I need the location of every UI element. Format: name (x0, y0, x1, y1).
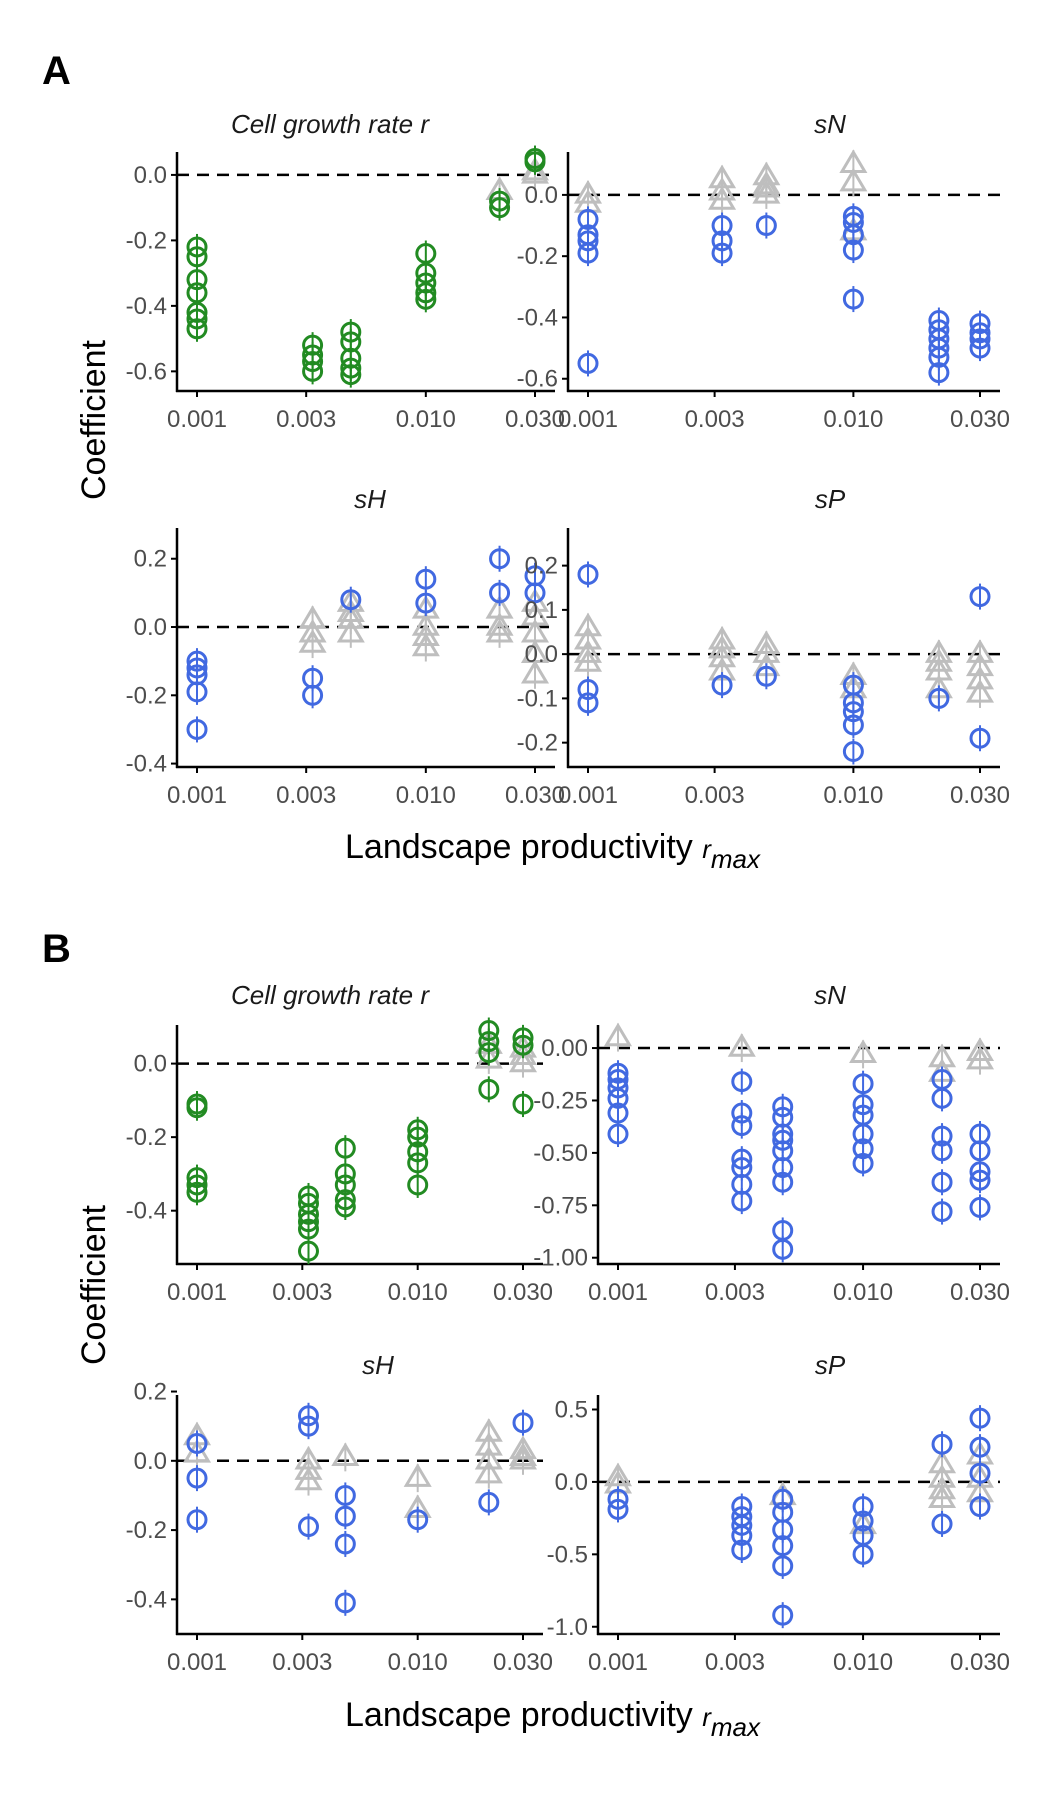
x-tick-label: 0.003 (705, 1279, 765, 1306)
x-tick-label: 0.003 (272, 1649, 332, 1676)
y-tick-label: 0.0 (134, 614, 167, 641)
x-tick-label: 0.001 (167, 406, 227, 433)
facet-title: Cell growth rate r (231, 980, 430, 1010)
y-tick-label: 0.0 (555, 1469, 588, 1496)
x-tick-label: 0.030 (505, 406, 565, 433)
facet-title: sN (814, 980, 846, 1010)
facet-title: sP (815, 484, 846, 514)
y-tick-label: -0.2 (517, 243, 558, 270)
facet-5: Cell growth rate r 0.0 -0.2 -0.4 0.001 0.003 0… (126, 980, 553, 1306)
x-tick-label: 0.010 (388, 1649, 448, 1676)
facet-2: sN 0.0 -0.2 -0.4 -0.60.001 0.003 0.010 0.030 (517, 109, 1010, 433)
x-tick-label: 0.030 (950, 782, 1010, 809)
x-tick-label: 0.010 (396, 782, 456, 809)
x-axis-title-a-main: Landscape productivity (345, 828, 702, 866)
facet-8: sP 0.5 0.0 -0.5 -1.00.001 0.003 0.010 0.030 (547, 1350, 1010, 1676)
facet-6: sN 0.00 -0.25 -0.50 -0.75 -1.000.001 0.003 0.01… (533, 980, 1010, 1306)
y-tick-label: -0.4 (126, 751, 167, 778)
x-tick-label: 0.010 (823, 782, 883, 809)
panel-label-b: B (42, 927, 71, 971)
x-axis-title-b-subscript: max (711, 1712, 761, 1742)
x-tick-label: 0.010 (833, 1649, 893, 1676)
y-tick-label: -0.2 (126, 682, 167, 709)
x-tick-label: 0.030 (493, 1649, 553, 1676)
y-tick-label: 0.2 (525, 553, 558, 580)
x-axis-title-b: Landscape productivity rmax (345, 1696, 761, 1742)
x-axis-title-b-symbol: r (702, 1702, 712, 1732)
y-tick-label: 0.5 (555, 1396, 588, 1423)
x-axis-title-a-symbol: r (702, 834, 712, 864)
y-tick-label: -0.2 (126, 227, 167, 254)
facet-panels: Cell growth rate r0.0-0.2-0.4-0.60.001 0.… (126, 109, 1010, 1676)
y-tick-label: 0.0 (525, 641, 558, 668)
y-tick-label: -0.6 (517, 366, 558, 393)
x-tick-label: 0.030 (950, 1279, 1010, 1306)
x-axis-title-a-subscript: max (711, 844, 761, 874)
y-axis-title-a: Coefficient (75, 339, 113, 500)
y-tick-label: -0.1 (517, 685, 558, 712)
facet-7: sH 0.2 0.0 -0.2 -0.4 0.001 0.003 0.010 0.030 (126, 1350, 553, 1676)
x-axis-title-b-main: Landscape productivity (345, 1696, 702, 1734)
y-tick-label: 0.1 (525, 597, 558, 624)
x-tick-label: 0.001 (167, 782, 227, 809)
y-tick-label: -0.4 (517, 304, 558, 331)
y-tick-label: 0.2 (134, 1379, 167, 1406)
y-tick-label: -0.4 (126, 1586, 167, 1613)
x-tick-label: 0.030 (505, 782, 565, 809)
y-tick-label: 0.2 (134, 546, 167, 573)
x-tick-label: 0.030 (950, 406, 1010, 433)
x-tick-label: 0.001 (558, 406, 618, 433)
facet-title: sH (362, 1350, 394, 1380)
x-tick-label: 0.010 (388, 1279, 448, 1306)
y-tick-label: -0.4 (126, 293, 167, 320)
y-tick-label: -0.4 (126, 1198, 167, 1225)
y-tick-label: -0.75 (533, 1192, 588, 1219)
y-tick-label: -1.00 (533, 1245, 588, 1272)
facet-4: sP 0.2 0.1 0.0 -0.1 -0.20.001 0.003 0.010 0.030 (517, 484, 1010, 809)
x-tick-label: 0.003 (705, 1649, 765, 1676)
y-tick-label: -0.6 (126, 358, 167, 385)
y-tick-label: 0.0 (134, 1448, 167, 1475)
x-tick-label: 0.030 (493, 1279, 553, 1306)
x-tick-label: 0.003 (276, 406, 336, 433)
y-tick-label: -0.50 (533, 1140, 588, 1167)
y-tick-label: -0.25 (533, 1087, 588, 1114)
x-axis-title-a: Landscape productivity rmax (345, 828, 761, 874)
x-tick-label: 0.001 (558, 782, 618, 809)
facet-title: sH (354, 484, 386, 514)
x-tick-label: 0.030 (950, 1649, 1010, 1676)
facet-1: Cell growth rate r0.0-0.2-0.4-0.60.001 0.… (126, 109, 565, 433)
facet-title: Cell growth rate r (231, 109, 430, 139)
y-axis-title-b: Coefficient (75, 1204, 113, 1365)
facet-title: sP (815, 1350, 846, 1380)
facet-title: sN (814, 109, 846, 139)
y-tick-label: 0.0 (134, 1051, 167, 1078)
x-tick-label: 0.001 (167, 1649, 227, 1676)
y-tick-label: -0.5 (547, 1541, 588, 1568)
x-tick-label: 0.001 (588, 1649, 648, 1676)
panel-label-a: A (42, 49, 71, 93)
facet-3: sH 0.2 0.0 -0.2 -0.40.001 0.003 0.010 0.030 (126, 484, 565, 809)
y-tick-label: -1.0 (547, 1614, 588, 1641)
x-tick-label: 0.001 (588, 1279, 648, 1306)
x-tick-label: 0.001 (167, 1279, 227, 1306)
x-tick-label: 0.003 (276, 782, 336, 809)
y-tick-label: -0.2 (126, 1517, 167, 1544)
x-tick-label: 0.010 (833, 1279, 893, 1306)
y-tick-label: 0.00 (541, 1035, 588, 1062)
y-tick-label: -0.2 (126, 1124, 167, 1151)
y-tick-label: 0.0 (134, 162, 167, 189)
x-tick-label: 0.003 (272, 1279, 332, 1306)
x-tick-label: 0.003 (685, 406, 745, 433)
y-tick-label: -0.2 (517, 730, 558, 757)
y-tick-label: 0.0 (525, 182, 558, 209)
x-tick-label: 0.010 (823, 406, 883, 433)
x-tick-label: 0.010 (396, 406, 456, 433)
x-tick-label: 0.003 (685, 782, 745, 809)
